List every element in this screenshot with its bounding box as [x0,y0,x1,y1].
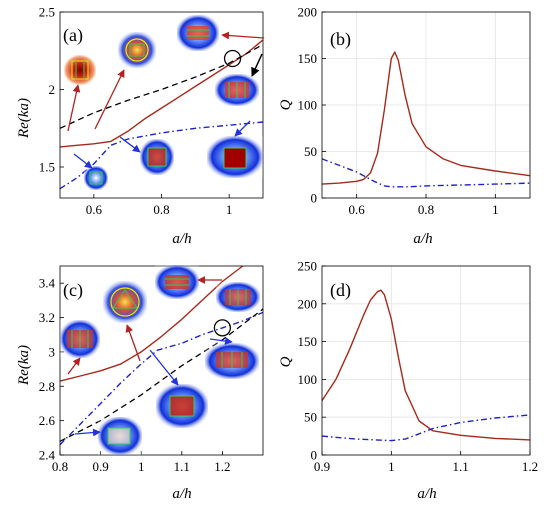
x-tick-label: 1 [138,459,145,474]
marker-circle [213,319,232,337]
field-inset-c-ring [103,281,147,323]
x-tick-label: 0.6 [349,202,366,217]
x-tick-label: 0.6 [86,202,103,217]
y-tick-label: 2.4 [39,448,56,463]
series-solid [59,265,244,382]
panel-label-c: (c) [63,280,83,301]
arrow-blue [73,153,93,169]
series-dashdot [321,414,531,442]
arrow-red [67,357,81,375]
y-tick-label: 1.5 [39,160,55,175]
x-tick-label: 0.9 [314,459,330,474]
x-tick-label: 0.9 [92,459,108,474]
series-solid [321,51,531,185]
xlabel-d: a/h [417,486,436,502]
field-inset-c-lower [156,384,208,428]
series-dashed [59,308,264,442]
field-inset-a-small [84,166,108,190]
arrow-red [125,324,141,362]
panel-d: 0.9 1 1.1 1.2 0 50 100 150 200 250 [298,259,539,475]
y-tick-label: 0 [311,448,318,463]
arrow-red [94,69,125,130]
y-tick-label: 100 [298,372,318,387]
field-inset-a-large [207,136,263,178]
x-tick-label: 1.1 [453,459,469,474]
ylabel-c: Re(ka) [16,345,32,386]
arrow-blue [119,136,141,153]
arrow-red [67,84,81,132]
x-tick-label: 1 [226,202,233,217]
arrow-blue [209,337,233,345]
panel-label-d: (d) [330,280,351,301]
x-tick-label: 1.1 [174,459,190,474]
field-inset-c-top [155,265,199,299]
y-tick-label: 3 [49,344,56,359]
y-tick-label: 200 [298,296,318,311]
axes-frame [321,265,531,456]
field-inset-c-bottom [98,417,142,455]
arrow-red [221,31,265,40]
series-solid [321,289,531,441]
panel-label-b: (b) [330,29,351,50]
xlabel-c: a/h [172,486,191,502]
field-inset-a-ring [118,32,156,68]
y-tick-label: 250 [298,259,318,274]
x-tick-label: 1.2 [214,459,230,474]
annotation-arrows-a [67,31,265,169]
arrow-blue [234,120,251,137]
y-tick-label: 2 [49,82,56,97]
y-tick-label: 50 [304,144,317,159]
series-dashdot [59,121,264,190]
y-tick-label: 200 [298,5,318,20]
y-tick-label: 2.5 [39,5,55,20]
ylabel-a: Re(ka) [16,98,32,139]
field-inset-a-mid [140,139,174,175]
arrow-blue [74,428,101,437]
x-tick-label: 1 [492,202,499,217]
series-dashed [59,43,264,129]
x-tick-label: 1 [388,459,395,474]
xlabel-a: a/h [172,231,191,247]
panel-label-a: (a) [63,25,83,46]
ylabel-b: Q [278,99,294,110]
field-inset-c-left [60,320,100,358]
panel-b: 0.6 0.8 1 0 50 100 150 200 [298,5,531,217]
field-inset-a-quad [177,15,219,51]
ylabel-d: Q [278,356,294,367]
y-tick-label: 3.2 [39,310,55,325]
x-tick-label: 0.8 [153,202,169,217]
arrow-blue [149,349,179,386]
field-inset-c-right [216,282,260,312]
x-tick-label: 0.8 [52,459,68,474]
y-tick-label: 100 [298,98,318,113]
annotation-arrows-c [67,276,233,437]
plot-area [322,266,530,455]
marker-circle [223,49,242,68]
y-tick-label: 50 [304,410,317,425]
field-inset-a-hex [215,74,259,106]
y-tick-label: 2.6 [39,413,56,428]
series-solid [59,39,264,148]
y-tick-label: 150 [298,51,318,66]
y-tick-label: 2.8 [39,379,55,394]
y-tick-label: 0 [311,191,318,206]
field-inset-c-mid [205,343,259,379]
xlabel-b: a/h [413,231,432,247]
y-tick-label: 3.4 [39,276,56,291]
field-inset-a-dipole [64,55,96,85]
y-tick-label: 150 [298,334,318,349]
series-dashdot [59,311,264,446]
series-dashdot [321,158,531,188]
arrow-black [251,53,263,77]
x-tick-label: 0.8 [418,202,434,217]
x-tick-label: 1.2 [522,459,538,474]
